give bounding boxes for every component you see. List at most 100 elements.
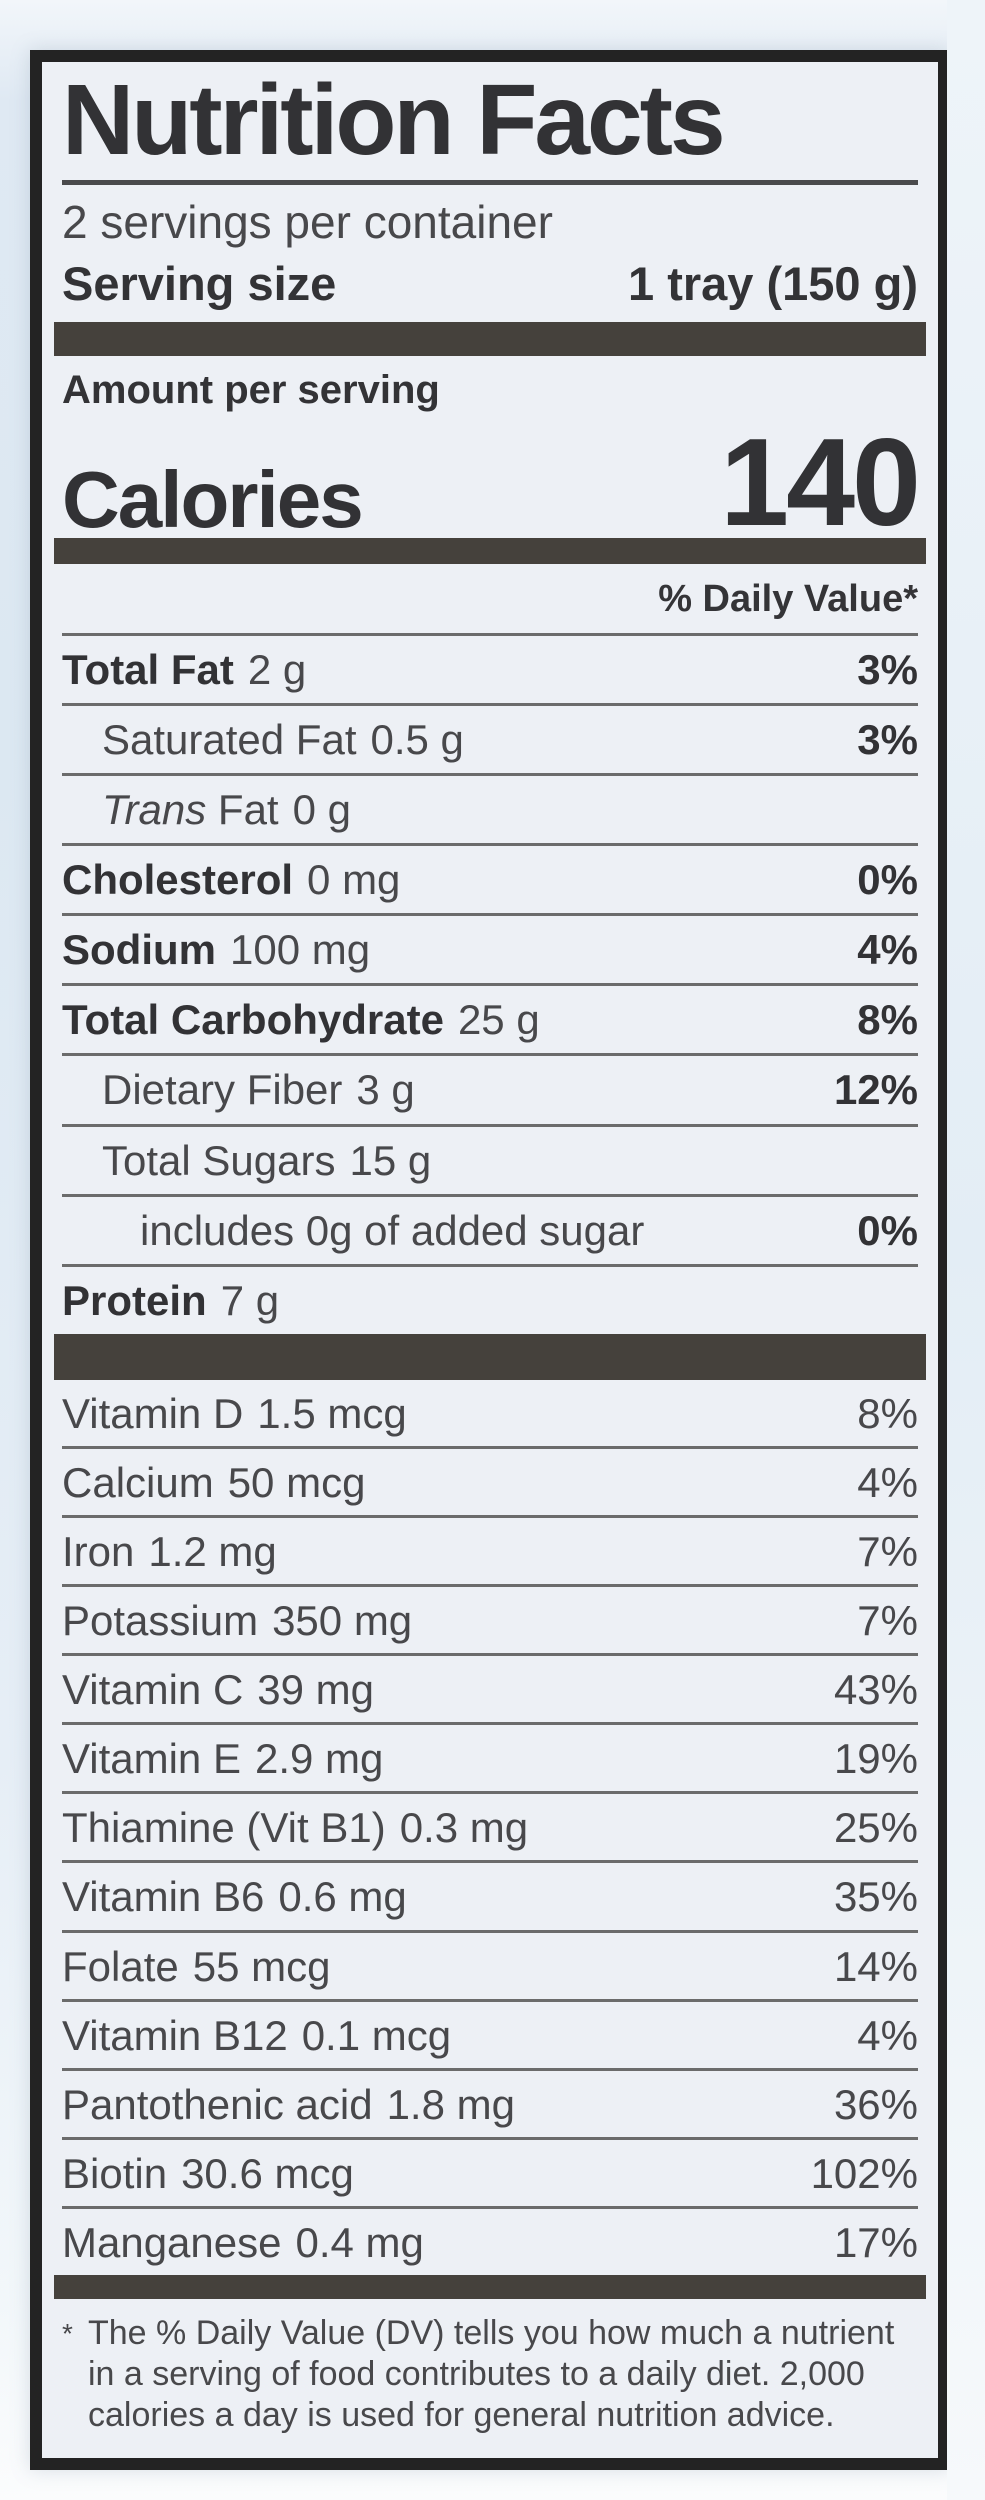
nutrient-row: Folate 55 mcg 14% xyxy=(62,1933,918,2002)
nutrient-name: Calcium xyxy=(62,1458,214,1506)
nutrient-name-amount: Vitamin B6 0.6 mg xyxy=(62,1875,407,1919)
nutrient-amount: 100 mg xyxy=(230,926,371,974)
nutrient-daily-value: 3% xyxy=(857,715,918,763)
label-title: Nutrition Facts xyxy=(62,62,918,185)
nutrient-row: Vitamin B12 0.1 mcg 4% xyxy=(62,2002,918,2071)
nutrient-name-amount: Biotin 30.6 mcg xyxy=(62,2149,354,2197)
nutrient-row: Potassium 350 mg 7% xyxy=(62,1587,918,1657)
nutrient-row: Vitamin E 2.9 mg 19% xyxy=(62,1725,918,1795)
nutrient-name: Vitamin B6 xyxy=(62,1873,265,1921)
nutrient-name: Dietary Fiber xyxy=(102,1066,343,1114)
nutrient-row: includes 0g of added sugar 0% xyxy=(62,1197,918,1267)
nutrient-daily-value: 102% xyxy=(810,2149,918,2197)
nutrient-name-amount: Cholesterol 0 mg xyxy=(62,858,400,902)
nutrient-daily-value: 19% xyxy=(833,1735,918,1783)
nutrient-amount: 0.3 mg xyxy=(399,1804,529,1852)
footnote-text: The % Daily Value (DV) tells you how muc… xyxy=(88,2314,895,2434)
serving-size-value: 1 tray (150 g) xyxy=(628,256,918,310)
nutrient-row: Vitamin B6 0.6 mg 35% xyxy=(62,1863,918,1933)
nutrient-row: Vitamin C 39 mg 43% xyxy=(62,1656,918,1726)
section-divider-bar-footnote xyxy=(54,2275,926,2300)
nutrient-daily-value: 14% xyxy=(833,1942,918,1990)
nutrient-name-amount: includes 0g of added sugar xyxy=(140,1206,645,1254)
nutrient-daily-value: 0% xyxy=(857,856,918,904)
nutrient-name: Fat xyxy=(217,786,279,834)
nutrient-daily-value: 7% xyxy=(857,1597,918,1645)
nutrient-name-amount: Iron 1.2 mg xyxy=(62,1528,277,1576)
nutrient-amount: 0 g xyxy=(292,786,351,834)
nutrient-row: Vitamin D 1.5 mcg 8% xyxy=(62,1380,918,1449)
nutrient-amount: 0.1 mcg xyxy=(301,2011,452,2059)
calories-row: Calories 140 xyxy=(62,413,921,552)
nutrient-daily-value: 3% xyxy=(857,645,918,693)
nutrient-amount: 0.6 mg xyxy=(278,1873,407,1921)
calories-value: 140 xyxy=(720,413,921,552)
nutrient-name-amount: Sodium 100 mg xyxy=(62,928,370,972)
section-divider-bar-top xyxy=(54,321,926,356)
nutrient-name-amount: Vitamin C 39 mg xyxy=(62,1668,374,1712)
nutrient-name: Pantothenic acid xyxy=(62,2080,373,2128)
nutrient-name-amount: Potassium 350 mg xyxy=(62,1599,412,1643)
nutrient-amount: 1.2 mg xyxy=(148,1528,277,1576)
nutrient-name: Vitamin C xyxy=(62,1666,244,1714)
nutrient-row: Saturated Fat 0.5 g 3% xyxy=(62,706,918,777)
nutrient-daily-value: 35% xyxy=(833,1873,918,1921)
nutrient-amount: 2 g xyxy=(247,645,307,693)
nutrient-amount: 30.6 mcg xyxy=(181,2149,354,2197)
nutrient-name: Sodium xyxy=(62,926,216,974)
nutrient-row: Calcium 50 mcg 4% xyxy=(62,1449,918,1519)
nutrient-name: Folate xyxy=(62,1942,179,1990)
nutrient-amount: 1.8 mg xyxy=(386,2080,515,2128)
nutrient-name-amount: Pantothenic acid 1.8 mg xyxy=(62,2080,515,2128)
nutrient-daily-value: 7% xyxy=(857,1528,918,1576)
nutrient-name-amount: Trans Fat 0 g xyxy=(102,788,351,832)
daily-value-header: % Daily Value* xyxy=(62,564,918,636)
nutrient-name: Vitamin D xyxy=(62,1389,244,1437)
nutrient-row: Trans Fat 0 g xyxy=(62,776,918,847)
nutrient-name-amount: Folate 55 mcg xyxy=(62,1942,330,1990)
nutrient-name-amount: Vitamin E 2.9 mg xyxy=(62,1737,383,1781)
nutrient-name: Total Fat xyxy=(62,645,234,693)
nutrient-daily-value: 12% xyxy=(833,1066,918,1114)
nutrient-row: Total Carbohydrate 25 g 8% xyxy=(62,986,918,1057)
nutrient-name: Vitamin B12 xyxy=(62,2011,288,2059)
nutrient-amount: 50 mcg xyxy=(227,1458,366,1506)
serving-size-label: Serving size xyxy=(62,256,337,310)
nutrient-row: Manganese 0.4 mg 17% xyxy=(62,2209,918,2275)
nutrient-name: Potassium xyxy=(62,1597,259,1645)
section-divider-bar-calories xyxy=(54,537,926,564)
nutrient-row: Total Sugars 15 g xyxy=(62,1127,918,1197)
nutrient-name: Total Sugars xyxy=(102,1136,336,1184)
nutrient-name: Manganese xyxy=(62,2218,282,2266)
nutrient-row: Total Fat 2 g 3% xyxy=(62,636,918,706)
nutrient-amount: 39 mg xyxy=(257,1666,375,1714)
nutrient-name: Protein xyxy=(62,1276,207,1324)
nutrient-amount: 0.5 g xyxy=(370,715,464,763)
vitamin-mineral-rows: Vitamin D 1.5 mcg 8% Calcium 50 mcg 4% Iron 1.2… xyxy=(62,1380,918,2275)
nutrient-name-amount: Manganese 0.4 mg xyxy=(62,2218,424,2266)
nutrient-row: Biotin 30.6 mcg 102% xyxy=(62,2140,918,2209)
nutrient-row: Dietary Fiber 3 g 12% xyxy=(62,1056,918,1127)
calories-label: Calories xyxy=(62,454,364,544)
nutrient-daily-value: 17% xyxy=(833,2218,918,2266)
main-nutrient-rows: Total Fat 2 g 3% Saturated Fat 0.5 g 3% Trans … xyxy=(62,636,918,1334)
nutrient-name: Iron xyxy=(62,1528,135,1576)
nutrient-name-amount: Vitamin B12 0.1 mcg xyxy=(62,2011,452,2059)
nutrient-row: Pantothenic acid 1.8 mg 36% xyxy=(62,2071,918,2140)
nutrient-amount: 0 mg xyxy=(307,856,401,904)
nutrient-amount: 1.5 mcg xyxy=(257,1389,407,1437)
nutrient-daily-value: 8% xyxy=(857,1389,918,1437)
nutrient-daily-value: 43% xyxy=(833,1666,918,1714)
nutrient-name: Cholesterol xyxy=(62,856,294,904)
servings-per-container: 2 servings per container xyxy=(62,196,553,248)
nutrient-amount: 350 mg xyxy=(272,1597,413,1645)
nutrient-name: includes 0g of added sugar xyxy=(140,1206,645,1254)
nutrient-name-amount: Total Fat 2 g xyxy=(62,645,307,693)
nutrient-amount: 25 g xyxy=(457,996,540,1044)
nutrition-facts-label: Nutrition Facts 2 servings per container… xyxy=(30,50,950,2470)
nutrient-name-amount: Vitamin D 1.5 mcg xyxy=(62,1389,407,1437)
section-divider-bar-vitamins xyxy=(54,1333,926,1380)
daily-value-footnote: * The % Daily Value (DV) tells you how m… xyxy=(62,2299,918,2435)
nutrient-daily-value: 4% xyxy=(857,1458,918,1506)
